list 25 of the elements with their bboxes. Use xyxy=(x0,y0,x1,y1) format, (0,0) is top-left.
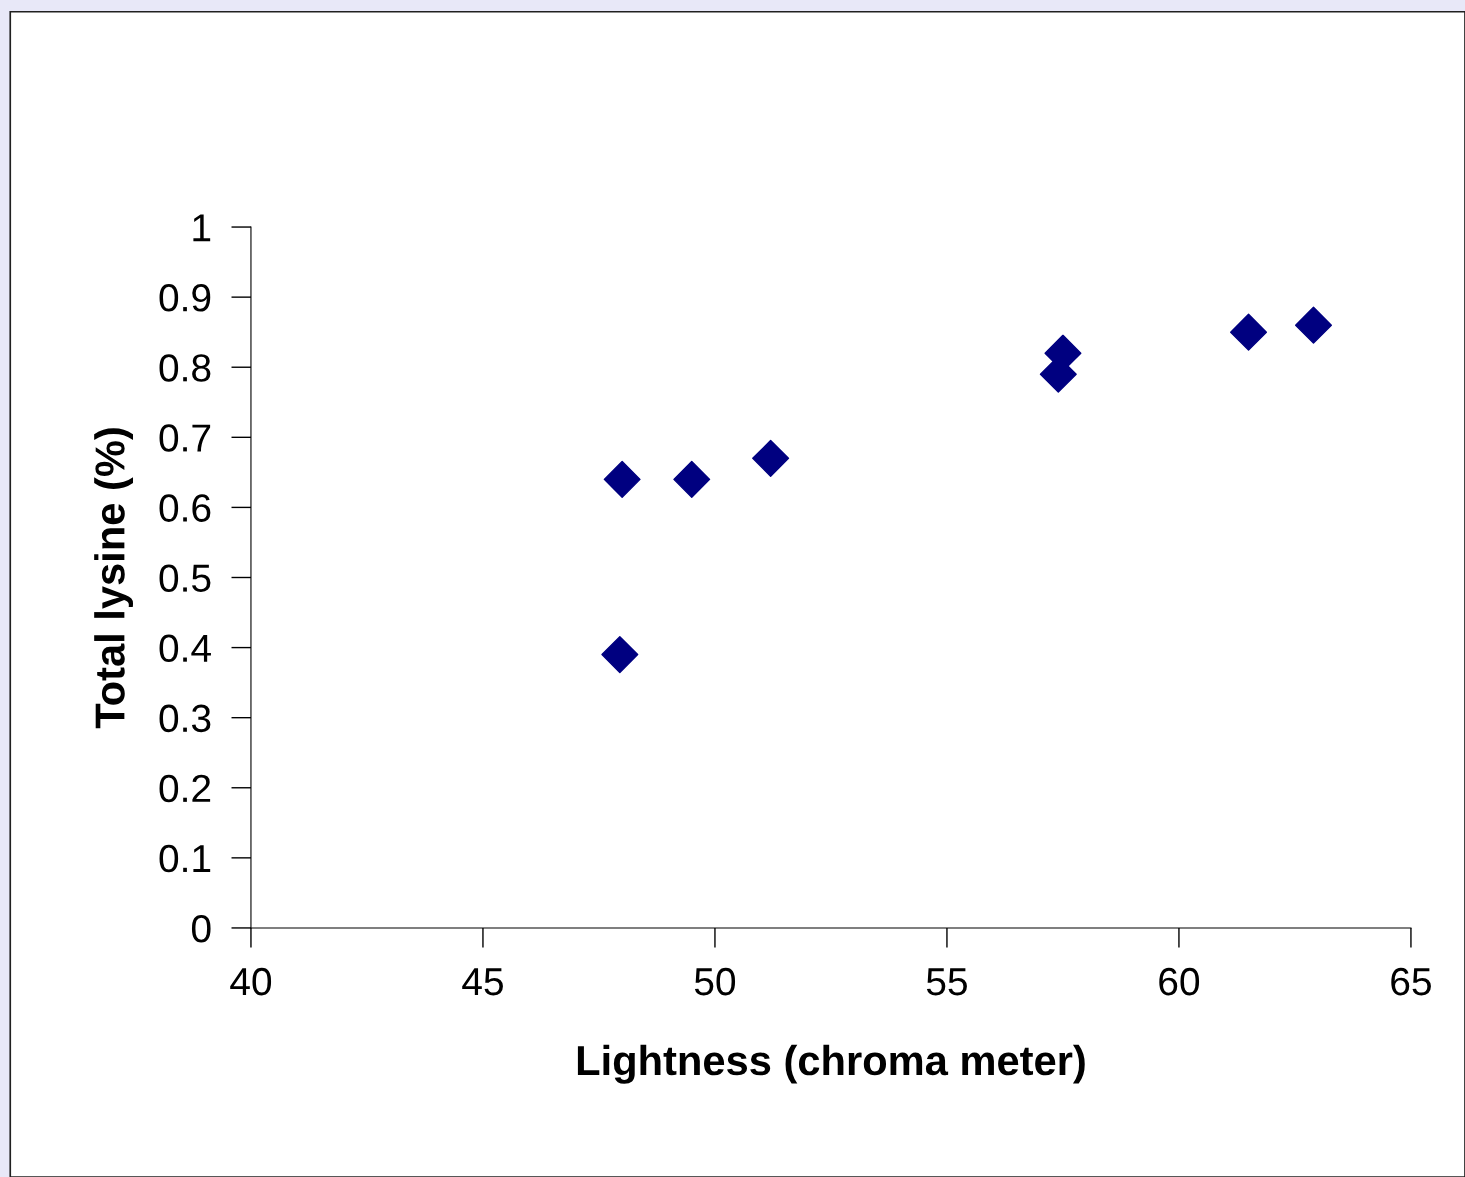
point xyxy=(1230,313,1268,351)
y-tick-label: 0.5 xyxy=(159,564,211,592)
y-axis-title: Total lysine (%) xyxy=(94,428,134,729)
y-tick-label: 0.4 xyxy=(159,634,211,663)
x-tick-label: 45 xyxy=(462,968,503,996)
y-tick-label: 0 xyxy=(191,914,211,943)
y-tick-label: 1 xyxy=(193,214,211,242)
point xyxy=(1294,306,1333,344)
point xyxy=(601,636,639,674)
x-axis-title: Lightness (chroma meter) xyxy=(577,1044,1085,1084)
y-tick-label: 0.9 xyxy=(159,284,211,312)
point xyxy=(752,439,790,477)
y-tick-label: 0.3 xyxy=(159,704,211,733)
y-tick-label: 0.8 xyxy=(159,354,211,382)
x-tick-label: 55 xyxy=(926,968,967,996)
y-tick-label: 0.6 xyxy=(159,494,211,522)
x-tick-label: 65 xyxy=(1391,967,1431,996)
y-tick-label: 0.1 xyxy=(159,844,211,873)
y-tick-label: 0.2 xyxy=(159,774,211,803)
y-tick-label: 0.7 xyxy=(159,424,211,452)
x-tick-label: 50 xyxy=(694,967,736,996)
x-tick-label: 60 xyxy=(1159,967,1200,996)
point xyxy=(673,460,711,498)
point xyxy=(603,460,641,498)
x-tick-label: 40 xyxy=(230,967,272,996)
